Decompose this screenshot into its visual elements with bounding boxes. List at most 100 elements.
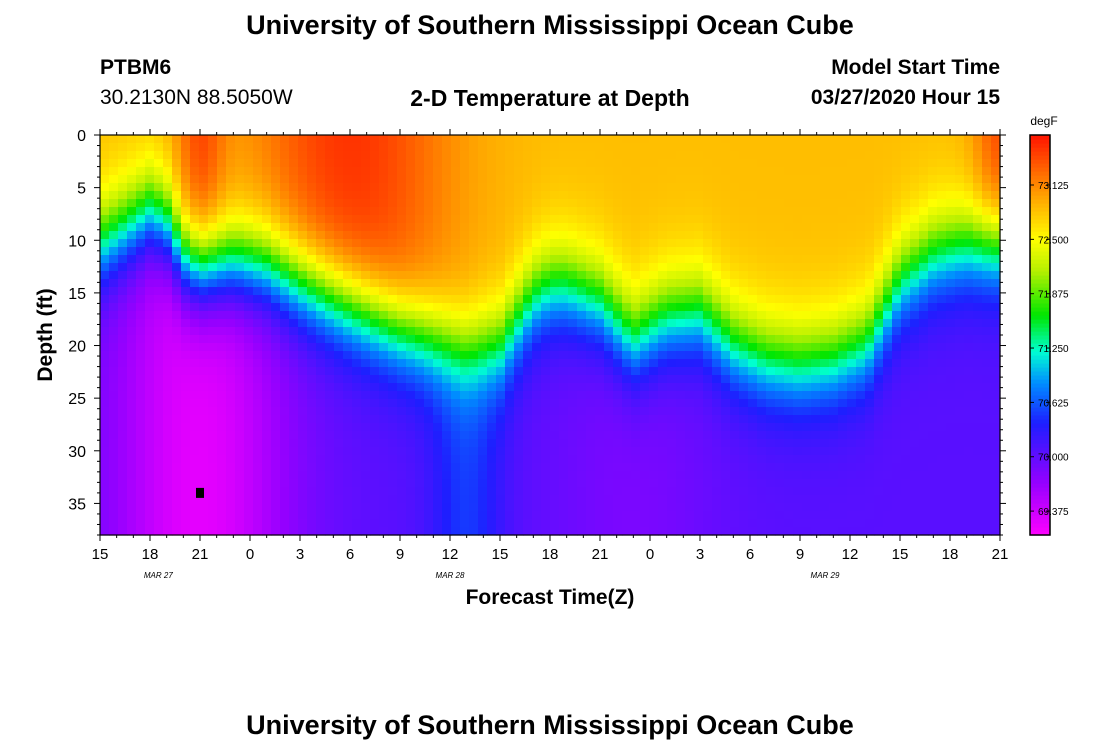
heatmap-cell: [685, 183, 695, 192]
heatmap-cell: [784, 351, 794, 360]
heatmap-cell: [964, 439, 974, 448]
heatmap-cell: [919, 159, 929, 168]
heatmap-cell: [559, 399, 569, 408]
heatmap-cell: [982, 479, 992, 488]
heatmap-cell: [982, 295, 992, 304]
heatmap-cell: [217, 487, 227, 496]
heatmap-cell: [622, 271, 632, 280]
heatmap-cell: [847, 415, 857, 424]
heatmap-cell: [991, 207, 1001, 216]
heatmap-cell: [235, 519, 245, 528]
heatmap-cell: [217, 183, 227, 192]
heatmap-cell: [676, 431, 686, 440]
heatmap-cell: [586, 319, 596, 328]
heatmap-cell: [316, 519, 326, 528]
heatmap-cell: [514, 223, 524, 232]
heatmap-cell: [550, 319, 560, 328]
heatmap-cell: [127, 279, 137, 288]
heatmap-cell: [523, 527, 533, 536]
heatmap-cell: [730, 343, 740, 352]
heatmap-cell: [559, 479, 569, 488]
heatmap-cell: [109, 311, 119, 320]
heatmap-cell: [271, 463, 281, 472]
heatmap-cell: [892, 287, 902, 296]
heatmap-cell: [415, 167, 425, 176]
heatmap-cell: [244, 279, 254, 288]
heatmap-cell: [919, 511, 929, 520]
heatmap-cell: [325, 183, 335, 192]
heatmap-cell: [595, 479, 605, 488]
heatmap-cell: [424, 199, 434, 208]
heatmap-cell: [343, 399, 353, 408]
heatmap-cell: [118, 199, 128, 208]
heatmap-cell: [856, 143, 866, 152]
heatmap-cell: [748, 279, 758, 288]
heatmap-cell: [874, 231, 884, 240]
heatmap-cell: [226, 455, 236, 464]
heatmap-cell: [199, 183, 209, 192]
heatmap-cell: [973, 159, 983, 168]
heatmap-cell: [748, 343, 758, 352]
heatmap-cell: [334, 399, 344, 408]
heatmap-cell: [235, 271, 245, 280]
heatmap-cell: [118, 263, 128, 272]
heatmap-cell: [973, 479, 983, 488]
heatmap-cell: [595, 239, 605, 248]
heatmap-cell: [676, 519, 686, 528]
heatmap-cell: [460, 407, 470, 416]
heatmap-cell: [460, 471, 470, 480]
heatmap-cell: [568, 367, 578, 376]
heatmap-cell: [586, 279, 596, 288]
heatmap-cell: [820, 455, 830, 464]
heatmap-cell: [568, 399, 578, 408]
heatmap-cell: [361, 247, 371, 256]
heatmap-cell: [244, 199, 254, 208]
heatmap-cell: [928, 247, 938, 256]
heatmap-cell: [586, 167, 596, 176]
heatmap-cell: [271, 391, 281, 400]
heatmap-cell: [208, 415, 218, 424]
heatmap-cell: [217, 191, 227, 200]
heatmap-cell: [982, 279, 992, 288]
heatmap-cell: [496, 343, 506, 352]
heatmap-cell: [244, 487, 254, 496]
heatmap-cell: [523, 151, 533, 160]
heatmap-cell: [172, 319, 182, 328]
heatmap-cell: [604, 447, 614, 456]
heatmap-cell: [514, 167, 524, 176]
heatmap-cell: [541, 207, 551, 216]
heatmap-cell: [442, 503, 452, 512]
heatmap-cell: [370, 255, 380, 264]
heatmap-cell: [514, 143, 524, 152]
heatmap-cell: [721, 455, 731, 464]
heatmap-cell: [154, 367, 164, 376]
heatmap-cell: [442, 143, 452, 152]
heatmap-cell: [271, 367, 281, 376]
heatmap-cell: [469, 279, 479, 288]
heatmap-cell: [901, 247, 911, 256]
heatmap-cell: [406, 167, 416, 176]
heatmap-cell: [532, 327, 542, 336]
heatmap-cell: [451, 255, 461, 264]
heatmap-cell: [352, 263, 362, 272]
heatmap-cell: [928, 471, 938, 480]
heatmap-cell: [820, 359, 830, 368]
heatmap-cell: [874, 351, 884, 360]
heatmap-cell: [730, 407, 740, 416]
heatmap-cell: [631, 487, 641, 496]
heatmap-cell: [235, 527, 245, 536]
heatmap-cell: [748, 247, 758, 256]
heatmap-cell: [730, 463, 740, 472]
heatmap-cell: [784, 463, 794, 472]
heatmap-cell: [946, 255, 956, 264]
heatmap-cell: [748, 295, 758, 304]
heatmap-cell: [523, 295, 533, 304]
heatmap-cell: [505, 271, 515, 280]
heatmap-cell: [307, 199, 317, 208]
heatmap-cell: [217, 311, 227, 320]
heatmap-cell: [118, 167, 128, 176]
heatmap-cell: [172, 143, 182, 152]
heatmap-cell: [937, 295, 947, 304]
heatmap-cell: [469, 455, 479, 464]
heatmap-cell: [514, 415, 524, 424]
